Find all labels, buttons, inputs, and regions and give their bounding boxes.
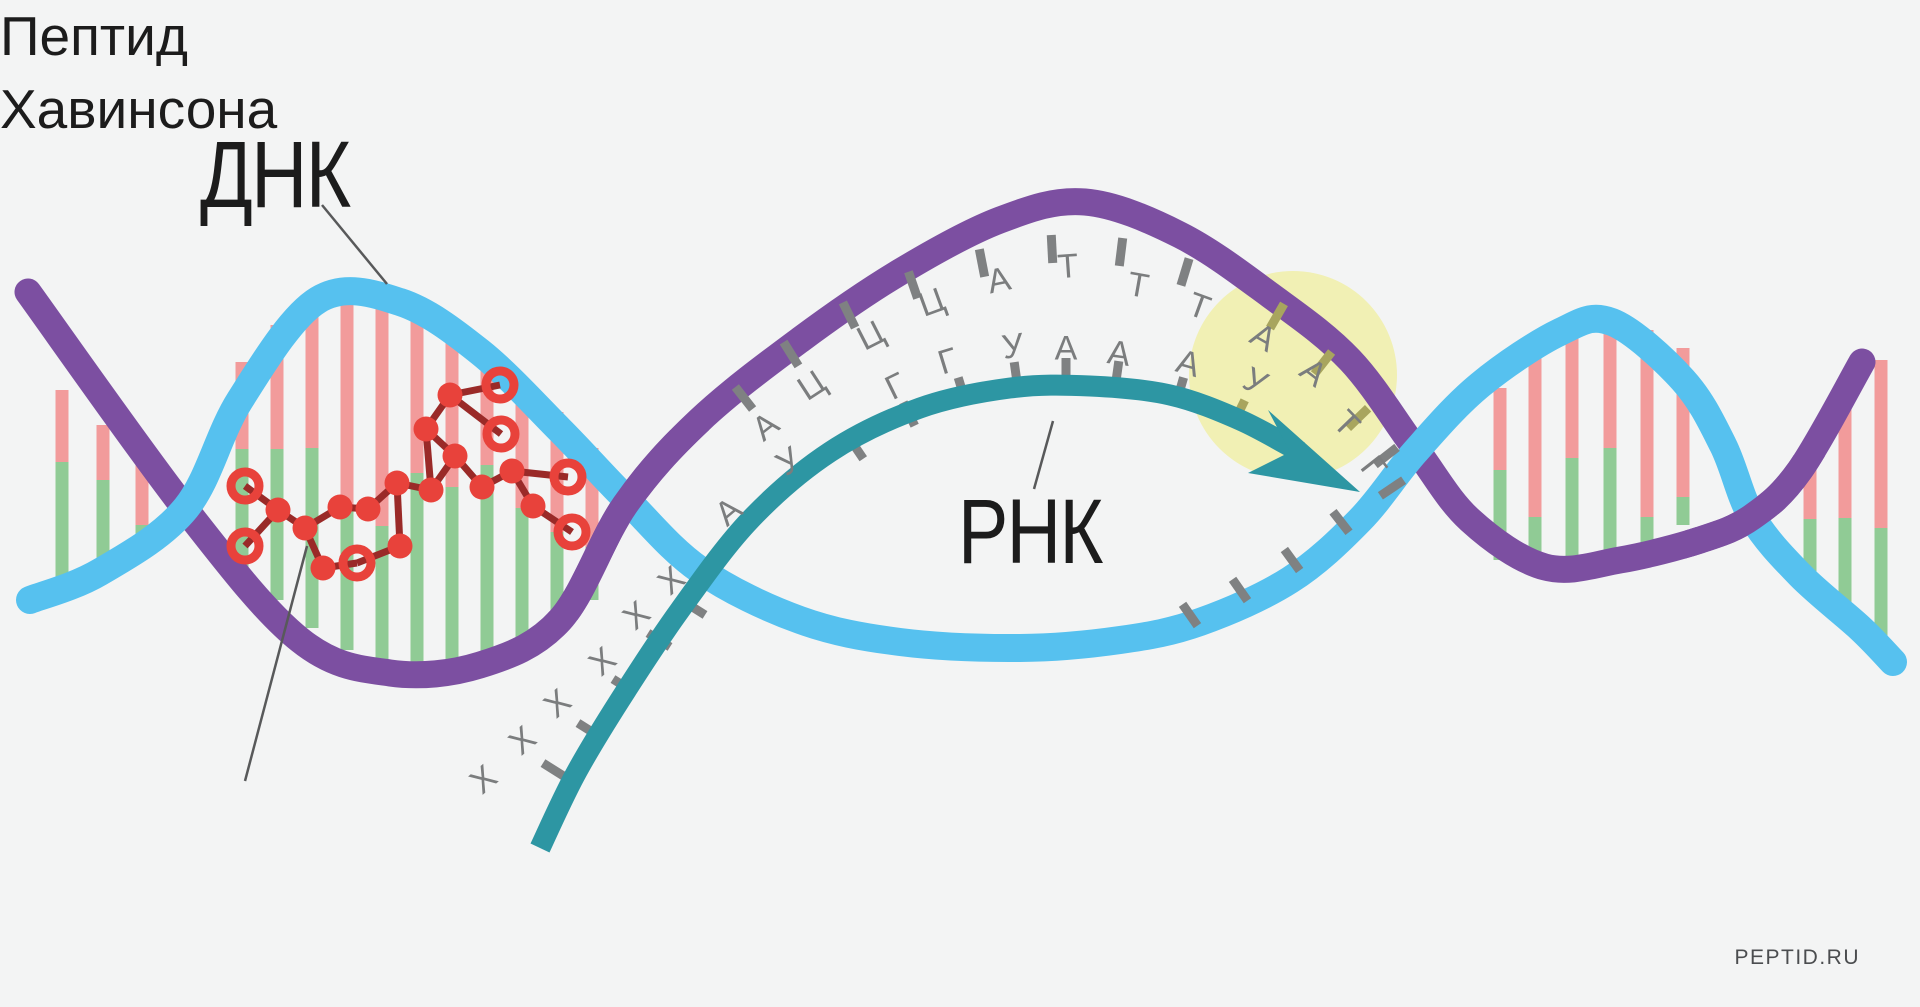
peptide-node — [265, 497, 291, 523]
khavinson-peptide-molecule — [226, 366, 591, 582]
dna-tick — [1114, 237, 1128, 267]
peptide-ring-node — [549, 458, 587, 496]
pairing-ticks — [540, 234, 1407, 781]
peptide-node — [442, 443, 468, 469]
base-pair-pink — [1640, 330, 1654, 517]
peptide-label: Пептид Хавинсона — [0, 0, 1920, 145]
base-pair-pink — [1565, 335, 1579, 458]
peptide-ring-node — [226, 527, 264, 565]
peptide-node — [499, 458, 525, 484]
peptide-node — [437, 382, 463, 408]
dna-tick — [1310, 349, 1336, 377]
base-pair-green — [235, 449, 249, 568]
dna-label: ДНК — [200, 122, 351, 228]
coding-strand-tick — [1178, 601, 1202, 629]
base-pair-pink — [1493, 388, 1507, 470]
base-pair-green — [1603, 448, 1617, 562]
base-pair-green — [410, 473, 424, 672]
peptide-node — [384, 470, 410, 496]
base-pair-pink — [55, 390, 69, 462]
peptide-node — [355, 496, 381, 522]
coding-strand-tick — [1280, 546, 1304, 574]
base-pair-pink — [305, 300, 319, 448]
base-pair-pink — [1603, 325, 1617, 448]
dna-tick — [974, 248, 990, 278]
dna-strand-purple — [14, 188, 1876, 689]
base-pair-pink — [1528, 358, 1542, 517]
base-pair-green — [270, 449, 284, 600]
base-pair-green — [480, 465, 494, 666]
watermark-text: PEPTID.RU — [1734, 946, 1860, 969]
base-pair-pink — [1838, 400, 1852, 518]
peptide-node — [327, 494, 353, 520]
peptide-ring-node — [482, 415, 520, 453]
peptide-node — [413, 416, 439, 442]
rna-label: РНК — [958, 481, 1103, 583]
rna-pointer-line — [1032, 420, 1055, 490]
dna-pointer-line — [321, 204, 388, 285]
base-pair-pink — [410, 310, 424, 473]
base-pair-green — [515, 508, 529, 652]
base-pair-pink — [340, 298, 354, 509]
peptide-ring-node — [553, 513, 591, 551]
coding-strand-tick — [1228, 576, 1252, 604]
dna-tick — [1372, 443, 1400, 469]
peptide-ring-node — [338, 544, 376, 582]
dna-tick — [1176, 257, 1194, 287]
base-pair-pink — [375, 300, 389, 526]
dna-tick — [904, 270, 922, 300]
peptide-node — [292, 515, 318, 541]
dna-tick — [779, 339, 803, 369]
dna-tick — [1377, 476, 1407, 500]
base-pair-green — [1874, 528, 1888, 645]
coding-strand-tick — [1329, 508, 1353, 536]
dna-strand-blue — [16, 277, 1907, 676]
peptide-node — [520, 493, 546, 519]
dna-tick — [838, 300, 860, 330]
base-pair-green — [445, 487, 459, 672]
peptide-pointer-line — [243, 545, 309, 782]
peptide-label-line2: Хавинсона — [0, 77, 278, 140]
base-pair-pink — [1874, 360, 1888, 528]
peptide-node — [387, 533, 413, 559]
dna-tick — [1344, 405, 1372, 431]
peptide-node — [418, 477, 444, 503]
dna-strand-purple-overlap — [548, 430, 1825, 620]
dna-tick — [731, 384, 757, 412]
peptide-label-line1: Пептид — [0, 5, 188, 67]
dna-tick — [1266, 301, 1288, 331]
peptide-node — [469, 474, 495, 500]
base-pair-pink — [96, 425, 110, 480]
base-pair-green — [55, 462, 69, 585]
base-pair-green — [1838, 518, 1852, 612]
rna-arrowhead — [1248, 410, 1360, 492]
peptide-node — [310, 555, 336, 581]
peptide-ring-node — [481, 366, 519, 404]
peptide-ring-node — [226, 467, 264, 505]
base-pair-green — [1565, 458, 1579, 568]
dna-tick — [1046, 234, 1058, 264]
rna-strand — [530, 374, 1306, 853]
base-pair-green — [96, 480, 110, 572]
base-pair-green — [340, 509, 354, 650]
base-pair-green — [375, 526, 389, 664]
unpaired-tick — [540, 759, 568, 781]
rna-tick — [1061, 358, 1071, 384]
base-pair-green — [1676, 497, 1690, 525]
